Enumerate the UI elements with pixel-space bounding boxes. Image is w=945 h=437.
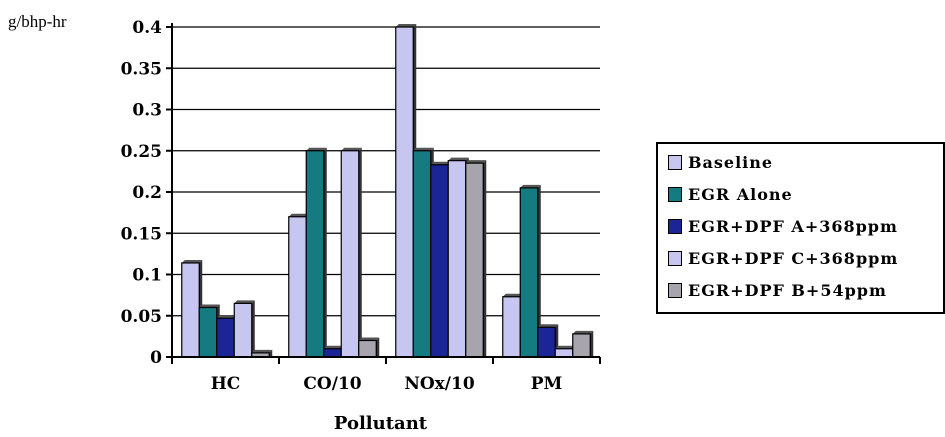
x-tick-label: CO/10 (303, 374, 361, 394)
legend-swatch (668, 218, 682, 234)
y-tick-label: 0.1 (132, 266, 162, 286)
bar-top (572, 330, 594, 334)
x-tick-label: PM (531, 374, 563, 394)
y-axis-unit-label: g/bhp-hr (8, 12, 67, 31)
bar-top (395, 24, 417, 27)
bar-top (430, 161, 452, 165)
bar-top (288, 213, 310, 217)
bar (519, 187, 539, 358)
legend-label: EGR+DPF A+368ppm (688, 216, 898, 236)
bar (216, 317, 235, 358)
bar (198, 306, 218, 358)
legend-item: EGR Alone (668, 184, 793, 204)
bar (305, 150, 325, 358)
bar-side (483, 160, 487, 357)
bar (447, 160, 467, 358)
y-tick-label: 0.3 (132, 101, 162, 121)
y-tick-label: 0.2 (132, 183, 162, 203)
bar-top (216, 315, 238, 319)
bar-side (323, 147, 327, 357)
y-tick-label: 0.4 (132, 18, 162, 38)
x-tick-label: NOx/10 (404, 374, 475, 394)
legend: Baseline EGR Alone EGR+DPF A+368ppm EGR+DPF… (656, 142, 945, 314)
legend-item: EGR+DPF B+54ppm (668, 280, 887, 300)
bar (465, 162, 484, 358)
bar-side (251, 300, 255, 357)
legend-swatch (668, 186, 682, 202)
bar (288, 216, 307, 358)
bar (554, 348, 574, 358)
bar (537, 326, 556, 358)
legend-item: EGR+DPF A+368ppm (668, 216, 898, 236)
bar (412, 150, 432, 358)
legend-swatch (668, 154, 682, 170)
bar-top (520, 184, 541, 188)
bar-top (323, 345, 345, 349)
bar (572, 333, 591, 358)
bar-top (502, 293, 524, 297)
legend-swatch (668, 282, 682, 298)
bar-top (306, 147, 327, 151)
y-tick-label: 0 (150, 348, 162, 368)
legend-label: Baseline (688, 152, 774, 172)
x-axis-title: Pollutant (333, 413, 428, 434)
bar-top (234, 300, 255, 304)
y-tick-label: 0.35 (121, 59, 162, 79)
bar-top (465, 160, 487, 164)
bar-top (448, 157, 469, 161)
y-tick-label: 0.05 (121, 307, 162, 327)
bar (181, 262, 200, 358)
bar-top (555, 345, 576, 349)
bars (181, 24, 594, 358)
y-tick-label: 0.15 (121, 224, 162, 244)
bar-side (376, 337, 380, 357)
legend-item: Baseline (668, 152, 773, 172)
legend-item: EGR+DPF C+368ppm (668, 248, 898, 268)
bar-top (358, 337, 380, 341)
bar (233, 302, 253, 358)
legend-swatch (668, 250, 682, 266)
bar (340, 150, 360, 358)
bar-side (269, 349, 273, 357)
bar-top (413, 147, 434, 151)
bar (430, 164, 449, 358)
bar-top (251, 349, 273, 353)
axes (171, 23, 601, 364)
legend-label: EGR+DPF B+54ppm (688, 280, 887, 300)
bar-side (590, 330, 594, 357)
bar (395, 26, 414, 358)
x-tick-labels: HC CO/10 NOx/10 PM (211, 374, 563, 394)
bar-top (199, 304, 220, 308)
y-tick-labels: 0 0.05 0.1 0.15 0.2 0.25 0.3 0.35 0.4 (121, 18, 163, 368)
bar-top (341, 147, 362, 151)
y-tick-label: 0.25 (121, 142, 162, 162)
bar (358, 339, 377, 358)
bar-side (358, 147, 362, 357)
bar (323, 348, 342, 358)
legend-label: EGR+DPF C+368ppm (688, 248, 899, 268)
x-tick-label: HC (211, 374, 241, 394)
bar-side (537, 184, 541, 357)
bar (502, 296, 521, 358)
bar-top (181, 259, 203, 263)
bar-top (537, 324, 559, 328)
legend-label: EGR Alone (688, 184, 793, 204)
